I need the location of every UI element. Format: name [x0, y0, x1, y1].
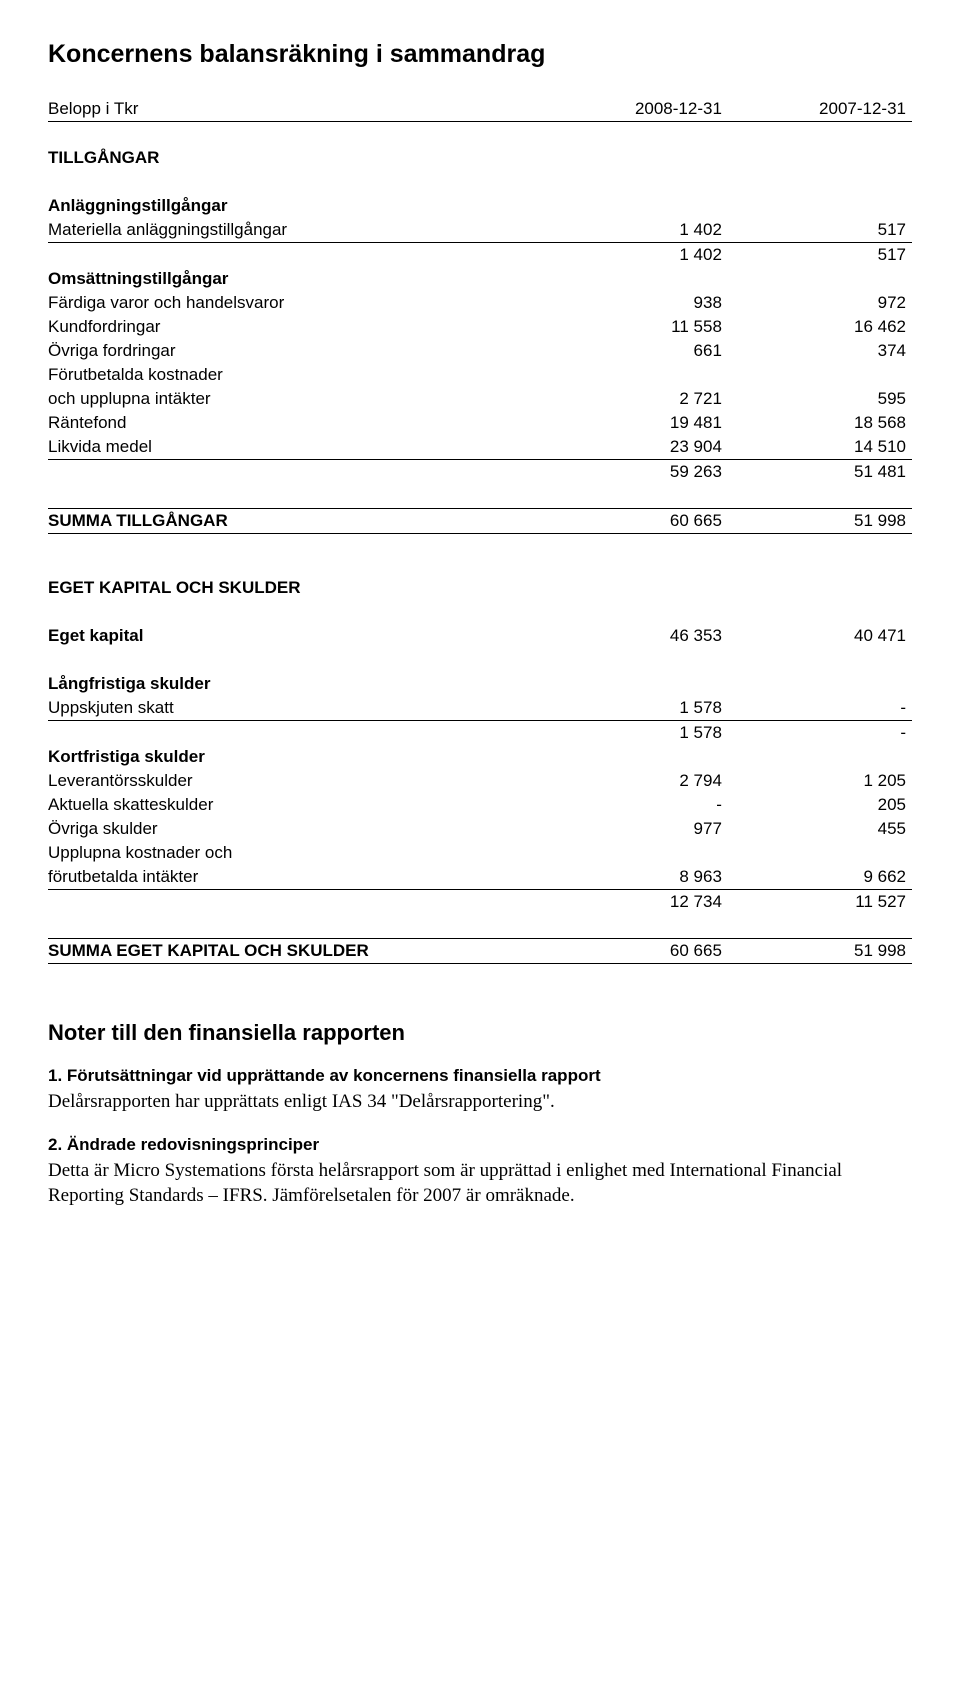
- row-label: Övriga fordringar: [48, 339, 532, 363]
- table-row-multiline-2: och upplupna intäkter 2 721 595: [48, 387, 912, 411]
- balance-sheet-table: Belopp i Tkr 2008-12-31 2007-12-31 TILLG…: [48, 97, 912, 964]
- row-label-line2: och upplupna intäkter: [48, 387, 532, 411]
- subtotal-b: 517: [722, 243, 912, 268]
- row-label-line1: Upplupna kostnader och: [48, 841, 532, 865]
- row-val-b: 517: [722, 218, 912, 243]
- table-header-row: Belopp i Tkr 2008-12-31 2007-12-31: [48, 97, 912, 122]
- fixed-assets-subtotal-row: 1 402 517: [48, 243, 912, 268]
- long-liab-heading-row: Långfristiga skulder: [48, 672, 912, 696]
- row-label-line2: förutbetalda intäkter: [48, 865, 532, 890]
- short-liab-heading: Kortfristiga skulder: [48, 745, 532, 769]
- row-label: Materiella anläggningstillgångar: [48, 218, 532, 243]
- total-eq-liab-row: SUMMA EGET KAPITAL OCH SKULDER 60 665 51…: [48, 939, 912, 964]
- row-label: Likvida medel: [48, 435, 532, 460]
- row-val-a: 2 794: [532, 769, 722, 793]
- row-label: Aktuella skatteskulder: [48, 793, 532, 817]
- table-row: Aktuella skatteskulder - 205: [48, 793, 912, 817]
- table-row: Färdiga varor och handelsvaror 938 972: [48, 291, 912, 315]
- page-title: Koncernens balansräkning i sammandrag: [48, 40, 912, 69]
- equity-a: 46 353: [532, 624, 722, 648]
- note-2-body: Detta är Micro Systemations första helår…: [48, 1158, 912, 1209]
- total-assets-row: SUMMA TILLGÅNGAR 60 665 51 998: [48, 509, 912, 534]
- row-val-a: 1 578: [532, 696, 722, 721]
- notes-heading: Noter till den finansiella rapporten: [48, 1020, 912, 1046]
- row-label: Kundfordringar: [48, 315, 532, 339]
- row-label: Övriga skulder: [48, 817, 532, 841]
- row-val-a: 2 721: [532, 387, 722, 411]
- row-val-b: 205: [722, 793, 912, 817]
- row-val-a: 1 402: [532, 218, 722, 243]
- assets-heading: TILLGÅNGAR: [48, 146, 532, 170]
- row-val-a: 8 963: [532, 865, 722, 890]
- fixed-assets-heading: Anläggningstillgångar: [48, 194, 532, 218]
- subtotal-a: 12 734: [532, 890, 722, 915]
- table-row-multiline-1: Förutbetalda kostnader: [48, 363, 912, 387]
- row-val-b: 18 568: [722, 411, 912, 435]
- header-col-b: 2007-12-31: [722, 97, 912, 122]
- fixed-assets-heading-row: Anläggningstillgångar: [48, 194, 912, 218]
- row-label: Färdiga varor och handelsvaror: [48, 291, 532, 315]
- row-val-b: 595: [722, 387, 912, 411]
- short-liab-heading-row: Kortfristiga skulder: [48, 745, 912, 769]
- subtotal-b: 51 481: [722, 460, 912, 485]
- current-assets-heading: Omsättningstillgångar: [48, 267, 532, 291]
- table-row: Kundfordringar 11 558 16 462: [48, 315, 912, 339]
- row-val-a: 938: [532, 291, 722, 315]
- total-assets-label: SUMMA TILLGÅNGAR: [48, 509, 532, 534]
- table-row: Övriga fordringar 661 374: [48, 339, 912, 363]
- table-row: Leverantörsskulder 2 794 1 205: [48, 769, 912, 793]
- header-col-a: 2008-12-31: [532, 97, 722, 122]
- current-assets-subtotal-row: 59 263 51 481: [48, 460, 912, 485]
- row-val-b: 455: [722, 817, 912, 841]
- row-val-a: 977: [532, 817, 722, 841]
- current-assets-heading-row: Omsättningstillgångar: [48, 267, 912, 291]
- row-label: Räntefond: [48, 411, 532, 435]
- row-val-b: 1 205: [722, 769, 912, 793]
- subtotal-a: 1 402: [532, 243, 722, 268]
- row-val-a: 19 481: [532, 411, 722, 435]
- row-val-a: 661: [532, 339, 722, 363]
- row-val-b: 972: [722, 291, 912, 315]
- equity-row: Eget kapital 46 353 40 471: [48, 624, 912, 648]
- row-label-line1: Förutbetalda kostnader: [48, 363, 532, 387]
- note-1-title: 1. Förutsättningar vid upprättande av ko…: [48, 1066, 912, 1086]
- table-row: Räntefond 19 481 18 568: [48, 411, 912, 435]
- total-eq-liab-a: 60 665: [532, 939, 722, 964]
- subtotal-b: 11 527: [722, 890, 912, 915]
- long-liab-subtotal-row: 1 578 -: [48, 721, 912, 746]
- row-val-a: 23 904: [532, 435, 722, 460]
- subtotal-a: 59 263: [532, 460, 722, 485]
- note-2-title: 2. Ändrade redovisningsprinciper: [48, 1135, 912, 1155]
- row-val-b: 14 510: [722, 435, 912, 460]
- total-assets-b: 51 998: [722, 509, 912, 534]
- row-val-b: 9 662: [722, 865, 912, 890]
- table-row: Materiella anläggningstillgångar 1 402 5…: [48, 218, 912, 243]
- subtotal-a: 1 578: [532, 721, 722, 746]
- total-assets-a: 60 665: [532, 509, 722, 534]
- row-val-b: 16 462: [722, 315, 912, 339]
- header-label: Belopp i Tkr: [48, 97, 532, 122]
- equity-label: Eget kapital: [48, 624, 532, 648]
- table-row: Uppskjuten skatt 1 578 -: [48, 696, 912, 721]
- total-eq-liab-label: SUMMA EGET KAPITAL OCH SKULDER: [48, 939, 532, 964]
- short-liab-subtotal-row: 12 734 11 527: [48, 890, 912, 915]
- equity-liab-heading-row: EGET KAPITAL OCH SKULDER: [48, 576, 912, 600]
- row-val-b: 374: [722, 339, 912, 363]
- assets-heading-row: TILLGÅNGAR: [48, 146, 912, 170]
- note-1-body: Delårsrapporten har upprättats enligt IA…: [48, 1089, 912, 1115]
- total-eq-liab-b: 51 998: [722, 939, 912, 964]
- row-val-b: -: [722, 696, 912, 721]
- subtotal-b: -: [722, 721, 912, 746]
- row-val-a: 11 558: [532, 315, 722, 339]
- equity-b: 40 471: [722, 624, 912, 648]
- table-row: Likvida medel 23 904 14 510: [48, 435, 912, 460]
- row-label: Uppskjuten skatt: [48, 696, 532, 721]
- row-label: Leverantörsskulder: [48, 769, 532, 793]
- table-row: Övriga skulder 977 455: [48, 817, 912, 841]
- row-val-a: -: [532, 793, 722, 817]
- equity-liab-heading: EGET KAPITAL OCH SKULDER: [48, 576, 532, 600]
- long-liab-heading: Långfristiga skulder: [48, 672, 532, 696]
- table-row-multiline-2: förutbetalda intäkter 8 963 9 662: [48, 865, 912, 890]
- table-row-multiline-1: Upplupna kostnader och: [48, 841, 912, 865]
